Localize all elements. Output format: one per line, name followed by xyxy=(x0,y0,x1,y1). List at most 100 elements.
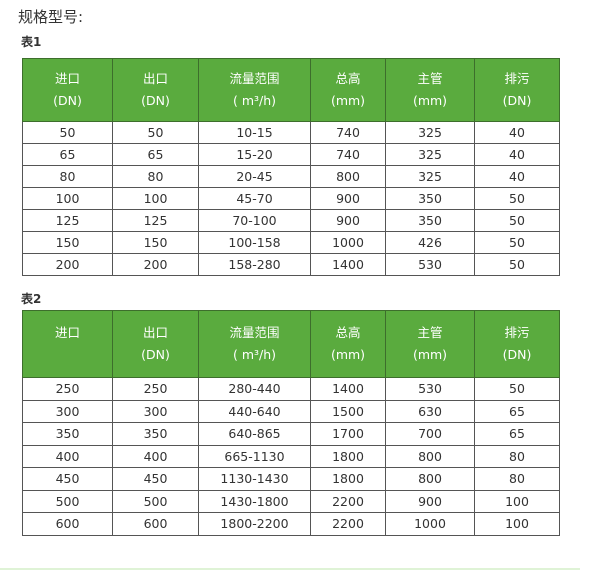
table-cell: 40 xyxy=(474,165,560,188)
table-cell: 1130-1430 xyxy=(198,467,311,491)
table-cell: 1800-2200 xyxy=(198,512,311,536)
table-cell: 1400 xyxy=(310,377,386,401)
table-cell: 426 xyxy=(385,231,475,254)
table-cell: 50 xyxy=(474,187,560,210)
column-header: 进口 (DN) xyxy=(22,58,113,122)
header-line: (DN) xyxy=(53,93,82,108)
table-row: 150 150 100-158 1000 426 50 xyxy=(22,231,560,254)
column-header: 出口 (DN) xyxy=(112,310,199,378)
header-line: (mm) xyxy=(412,347,448,362)
table-row: 125 125 70-100 900 350 50 xyxy=(22,209,560,232)
header-line: 流量范围 xyxy=(229,325,280,340)
table-row: 50 50 10-15 740 325 40 xyxy=(22,121,560,144)
table-cell: 440-640 xyxy=(198,399,311,423)
table-cell: 1000 xyxy=(385,512,475,536)
header-line: (DN) xyxy=(502,347,532,362)
table-cell: 70-100 xyxy=(198,209,311,232)
table-cell: 80 xyxy=(474,467,560,491)
header-line: 进口 xyxy=(54,71,80,86)
table-cell: 40 xyxy=(474,121,560,144)
table-cell: 65 xyxy=(22,143,113,166)
table-cell: 125 xyxy=(22,209,113,232)
table-cell: 100-158 xyxy=(198,231,311,254)
table-cell: 1000 xyxy=(310,231,386,254)
table-cell: 300 xyxy=(22,399,113,423)
spec-table-1: 进口 (DN) 出口 (DN) 流量范围 ( m³/h) 总高 (mm) 主管 (mm) 排污 (DN… xyxy=(22,58,560,276)
table-cell: 325 xyxy=(385,121,475,144)
table-cell: 900 xyxy=(310,187,386,210)
table-2-caption: 表2 xyxy=(21,292,42,306)
table-cell: 800 xyxy=(310,165,386,188)
table-cell: 600 xyxy=(112,512,199,536)
column-header: 出口 (DN) xyxy=(112,58,199,122)
table-cell: 500 xyxy=(112,489,199,513)
table-cell: 450 xyxy=(22,467,113,491)
table-cell: 50 xyxy=(474,209,560,232)
table-cell: 800 xyxy=(385,467,475,491)
table-cell: 640-865 xyxy=(198,422,311,446)
column-header: 总高 (mm) xyxy=(310,58,386,122)
table-cell: 530 xyxy=(385,377,475,401)
table-row: 450 450 1130-1430 1800 800 80 xyxy=(22,467,560,491)
table-cell: 740 xyxy=(310,143,386,166)
header-line: ( m³/h) xyxy=(232,93,277,108)
table-cell: 2200 xyxy=(310,489,386,513)
table-cell: 80 xyxy=(22,165,113,188)
table-row: 500 500 1430-1800 2200 900 100 xyxy=(22,489,560,513)
table-cell: 800 xyxy=(385,444,475,468)
table-cell: 100 xyxy=(474,489,560,513)
table-cell: 200 xyxy=(112,253,199,276)
table-cell: 150 xyxy=(112,231,199,254)
table-cell: 2200 xyxy=(310,512,386,536)
table-cell: 500 xyxy=(22,489,113,513)
column-header: 主管 (mm) xyxy=(385,310,475,378)
table-cell: 450 xyxy=(112,467,199,491)
table-cell: 350 xyxy=(385,209,475,232)
table-cell: 700 xyxy=(385,422,475,446)
column-header: 流量范围 ( m³/h) xyxy=(198,58,311,122)
table-row: 100 100 45-70 900 350 50 xyxy=(22,187,560,210)
divider xyxy=(0,568,580,570)
header-line xyxy=(23,344,112,366)
table-cell: 50 xyxy=(112,121,199,144)
table-cell: 665-1130 xyxy=(198,444,311,468)
table-cell: 150 xyxy=(22,231,113,254)
table-cell: 40 xyxy=(474,143,560,166)
table-cell: 900 xyxy=(310,209,386,232)
table-cell: 80 xyxy=(474,444,560,468)
table-cell: 100 xyxy=(22,187,113,210)
table-cell: 250 xyxy=(22,377,113,401)
table-row: 65 65 15-20 740 325 40 xyxy=(22,143,560,166)
header-row: 进口 (DN) 出口 (DN) 流量范围 ( m³/h) 总高 (mm) 主管 (mm) 排污 (DN… xyxy=(22,58,560,122)
table-cell: 50 xyxy=(474,253,560,276)
table-cell: 65 xyxy=(474,422,560,446)
table-row: 250 250 280-440 1400 530 50 xyxy=(22,377,560,401)
table-cell: 350 xyxy=(112,422,199,446)
table-cell: 400 xyxy=(22,444,113,468)
table-cell: 1500 xyxy=(310,399,386,423)
table-cell: 65 xyxy=(112,143,199,166)
table-cell: 325 xyxy=(385,165,475,188)
table-cell: 100 xyxy=(112,187,199,210)
header-line: (mm) xyxy=(412,93,448,108)
header-line: (DN) xyxy=(141,347,170,362)
header-line: 总高 xyxy=(335,71,361,86)
table-cell: 300 xyxy=(112,399,199,423)
table-cell: 20-45 xyxy=(198,165,311,188)
table-row: 300 300 440-640 1500 630 65 xyxy=(22,399,560,423)
table-cell: 325 xyxy=(385,143,475,166)
table-row: 400 400 665-1130 1800 800 80 xyxy=(22,444,560,468)
table-row: 350 350 640-865 1700 700 65 xyxy=(22,422,560,446)
table-cell: 280-440 xyxy=(198,377,311,401)
column-header: 主管 (mm) xyxy=(385,58,475,122)
table-cell: 50 xyxy=(474,377,560,401)
table-cell: 10-15 xyxy=(198,121,311,144)
table-cell: 600 xyxy=(22,512,113,536)
table-cell: 65 xyxy=(474,399,560,423)
table-row: 80 80 20-45 800 325 40 xyxy=(22,165,560,188)
header-line: (mm) xyxy=(330,93,366,108)
table-cell: 15-20 xyxy=(198,143,311,166)
header-line: (DN) xyxy=(502,93,532,108)
table-cell: 158-280 xyxy=(198,253,311,276)
header-line: 流量范围 xyxy=(229,71,280,86)
